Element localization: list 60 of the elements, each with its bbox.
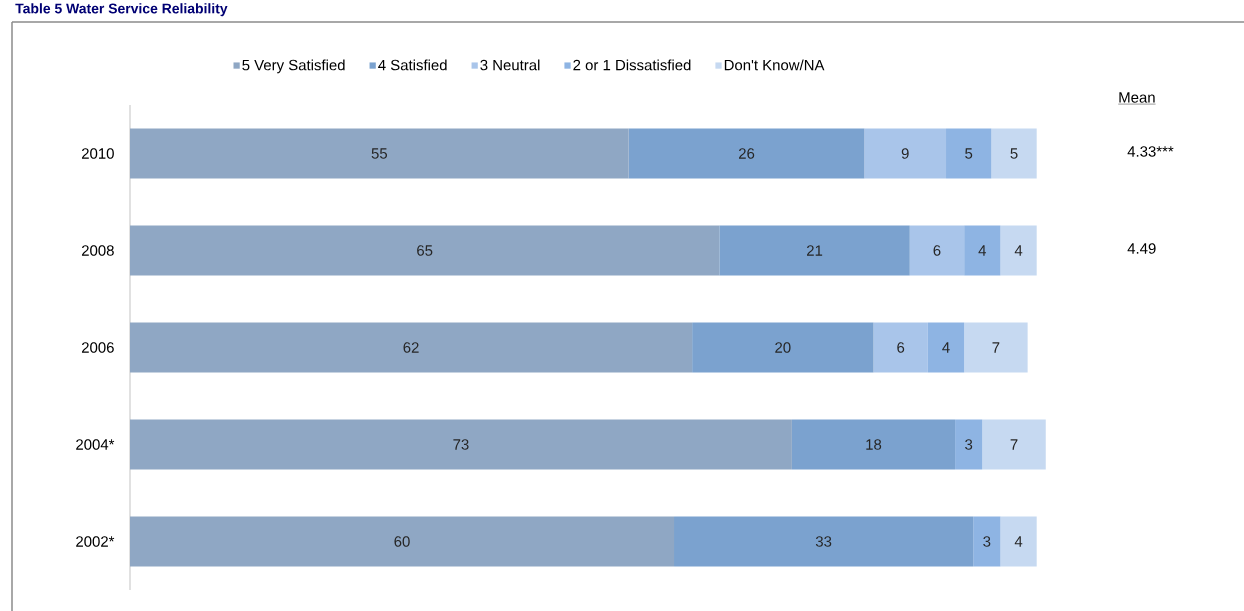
bar xyxy=(1000,225,1037,276)
text: Mean xyxy=(1119,92,1155,103)
y-tick-label: 2010 xyxy=(81,148,114,159)
text: 4.49 xyxy=(1127,243,1156,254)
legend-label: 5 Very Satisfied xyxy=(242,59,345,74)
bar xyxy=(991,128,1037,179)
bar xyxy=(955,419,983,470)
bar xyxy=(973,516,1001,567)
y-tick-label: 2006 xyxy=(81,342,114,353)
legend-label: 4 Satisfied xyxy=(378,59,447,71)
bar xyxy=(791,419,956,470)
data-label: 33 xyxy=(815,536,832,547)
legend-label: 3 Neutral xyxy=(480,59,540,71)
data-label: 9 xyxy=(901,148,909,159)
data-label: 65 xyxy=(417,245,433,256)
data-label: 3 xyxy=(965,439,973,450)
bar xyxy=(909,225,965,276)
bar xyxy=(692,322,874,373)
bar xyxy=(964,225,1001,276)
data-label: 4 xyxy=(942,342,950,353)
text: 4.33*** xyxy=(1127,146,1174,157)
bar xyxy=(927,322,965,373)
y-tick-label: 2008 xyxy=(81,245,114,256)
bar xyxy=(674,516,974,567)
bar xyxy=(130,322,693,373)
data-label: 73 xyxy=(453,439,469,450)
data-label: 6 xyxy=(897,342,905,353)
data-label: 55 xyxy=(371,148,388,159)
data-label: 62 xyxy=(403,342,419,353)
data-label: 26 xyxy=(739,148,755,159)
data-label: 4 xyxy=(1014,536,1023,547)
legend-label: Don't Know/NA xyxy=(724,59,825,71)
bar xyxy=(864,128,947,179)
data-label: 7 xyxy=(992,342,1000,353)
data-label: 4 xyxy=(978,245,987,256)
legend-label: 2 or 1 Dissatisfied xyxy=(573,59,691,71)
data-label: 3 xyxy=(983,536,991,547)
bar xyxy=(628,128,865,179)
bar xyxy=(873,322,928,373)
bar xyxy=(946,128,992,179)
data-label: 60 xyxy=(394,536,410,547)
data-label: 20 xyxy=(775,342,791,353)
data-label: 5 xyxy=(965,148,973,159)
data-label: 4 xyxy=(1014,245,1023,256)
y-tick-label: 2002* xyxy=(76,536,115,547)
bar xyxy=(719,225,910,276)
y-tick-label: 2004* xyxy=(76,439,115,450)
data-label: 7 xyxy=(1010,439,1018,450)
bar xyxy=(130,419,792,470)
bar xyxy=(130,128,629,179)
data-label: 18 xyxy=(866,439,882,450)
bar xyxy=(1000,516,1037,567)
data-label: 5 xyxy=(1010,148,1018,159)
data-label: 21 xyxy=(807,245,823,256)
data-label: 6 xyxy=(933,245,941,256)
bar xyxy=(130,225,720,276)
bar xyxy=(982,419,1046,470)
bar xyxy=(964,322,1028,373)
bar xyxy=(130,516,675,567)
chart-title: Table 5 Water Service Reliability xyxy=(15,3,228,17)
